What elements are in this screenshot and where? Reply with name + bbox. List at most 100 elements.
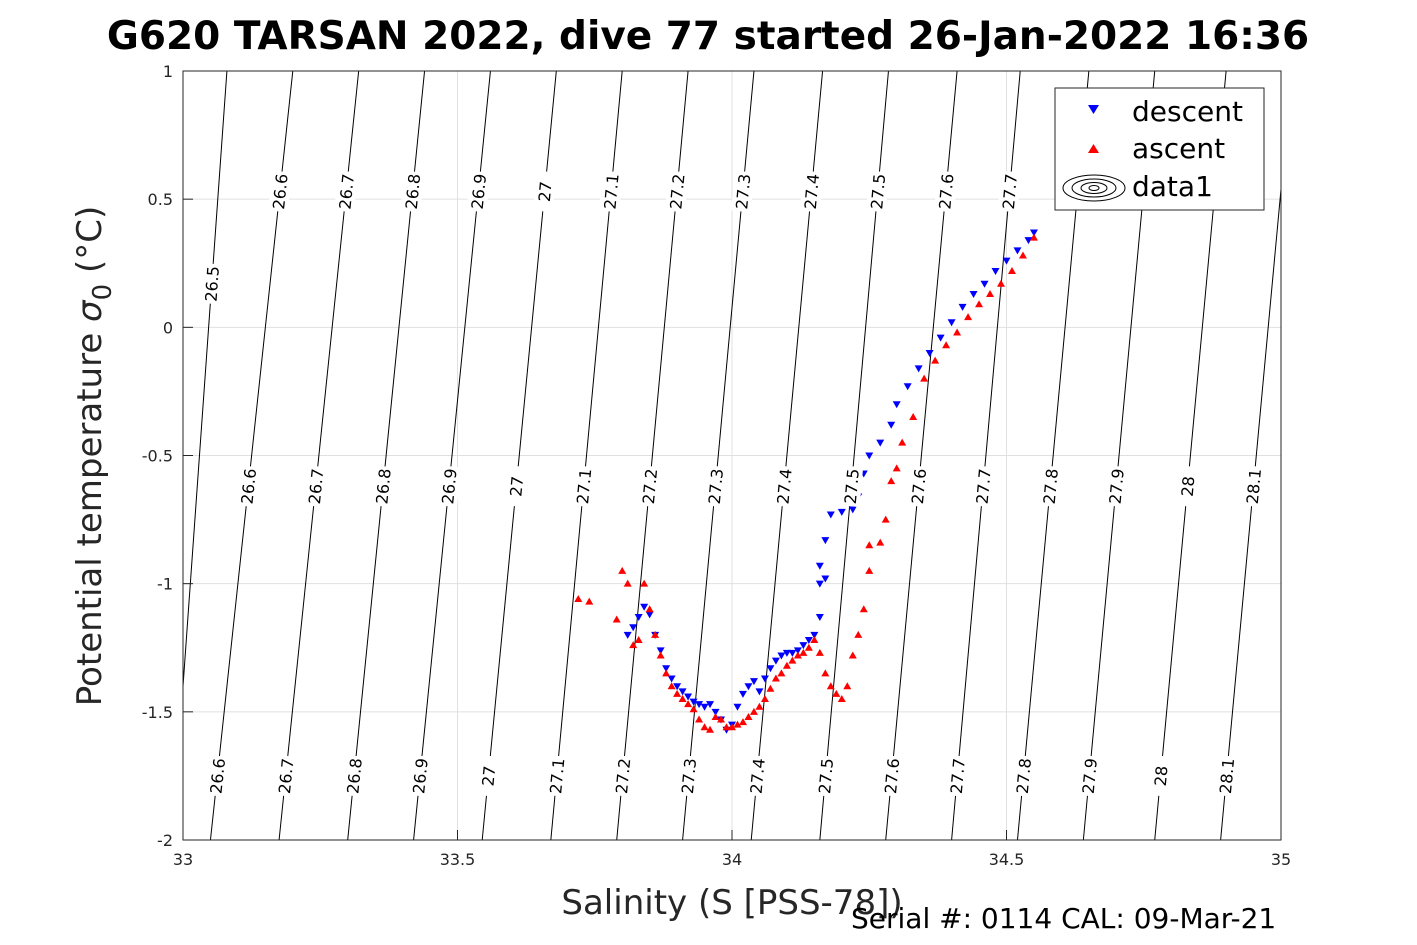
- ascent-point: [722, 723, 731, 731]
- ascent-point: [667, 682, 676, 690]
- descent-point: [837, 508, 846, 516]
- contour-label: 27.3: [732, 173, 754, 210]
- descent-point: [821, 575, 830, 583]
- contour-label-background: [236, 465, 261, 508]
- descent-point: [1029, 229, 1038, 237]
- ascent-series: [574, 233, 1038, 733]
- ascent-point: [876, 538, 885, 546]
- contour-label-background: [205, 754, 230, 797]
- ascent-point: [782, 661, 791, 669]
- ascent-point: [755, 702, 764, 710]
- ascent-point: [728, 723, 736, 731]
- descent-point: [629, 624, 638, 632]
- x-tick-label: 34: [722, 850, 742, 869]
- contour-label-background: [436, 465, 461, 508]
- contour-label: 27.6: [908, 468, 930, 505]
- ascent-point: [848, 651, 857, 659]
- contour-label-background: [906, 465, 931, 508]
- descent-point: [804, 637, 813, 645]
- legend-ascent-label: ascent: [1132, 132, 1225, 165]
- descent-point: [777, 652, 786, 660]
- y-tick-label: 1: [163, 62, 173, 81]
- ascent-point: [618, 566, 627, 574]
- ascent-point: [645, 605, 654, 613]
- x-tick-label: 34.5: [989, 850, 1025, 869]
- contour-label: 26.9: [468, 173, 490, 210]
- contour-label: 27.1: [573, 468, 595, 505]
- density-contour-line: [1220, 183, 1281, 840]
- contour-label: 27.4: [801, 173, 823, 210]
- contour-label-background: [273, 754, 298, 797]
- descent-point: [969, 291, 978, 299]
- descent-point: [991, 267, 1000, 275]
- descent-point: [810, 631, 819, 639]
- descent-point: [755, 688, 764, 696]
- contour-label: 27.6: [935, 173, 957, 210]
- contour-label-background: [303, 465, 328, 508]
- legend-descent-label: descent: [1132, 95, 1243, 128]
- ascent-point: [804, 643, 813, 651]
- ascent-point: [760, 695, 769, 703]
- contour-label: 27.4: [773, 468, 795, 505]
- contour-label-background: [342, 755, 367, 797]
- contour-label: 27.6: [881, 757, 903, 794]
- ascent-point: [865, 566, 874, 574]
- contour-label-background: [334, 170, 359, 213]
- descent-point: [815, 562, 824, 570]
- ascent-point: [738, 718, 747, 726]
- ascent-point: [711, 712, 720, 720]
- descent-point: [645, 611, 654, 619]
- descent-series: [623, 229, 1038, 734]
- ascent-point: [843, 682, 852, 690]
- contour-label: 27.1: [546, 757, 568, 794]
- x-tick-label: 35: [1271, 850, 1291, 869]
- contour-label: 28: [1151, 765, 1172, 787]
- contour-label: 27.5: [815, 757, 837, 794]
- descent-point: [656, 647, 665, 655]
- descent-point: [887, 421, 896, 429]
- contour-label-background: [571, 465, 596, 508]
- ascent-point: [837, 695, 846, 703]
- contour-label: 27.3: [678, 757, 700, 794]
- descent-point: [684, 693, 693, 701]
- ascent-point: [689, 705, 698, 713]
- legend-data1-label: data1: [1132, 170, 1213, 203]
- contour-label-background: [971, 465, 995, 508]
- contour-label-background: [544, 755, 569, 797]
- contour-label: 27.7: [947, 757, 969, 794]
- contour-label-background: [772, 465, 796, 508]
- ascent-point: [892, 464, 901, 472]
- descent-point: [634, 613, 643, 621]
- ascent-point: [656, 651, 665, 659]
- descent-point: [903, 383, 912, 391]
- legend: descent ascent data1: [1054, 87, 1265, 211]
- contour-label: 27.9: [1106, 468, 1128, 505]
- density-contour-line: [183, 71, 228, 694]
- contour-label-background: [799, 170, 824, 213]
- descent-point: [788, 649, 797, 657]
- descent-point: [914, 365, 923, 373]
- contour-label-background: [637, 465, 662, 508]
- ascent-point: [777, 669, 786, 677]
- contour-label-background: [408, 755, 432, 797]
- descent-point: [892, 401, 901, 409]
- contour-label-background: [504, 465, 529, 508]
- ascent-point: [942, 341, 951, 349]
- ascent-point: [953, 328, 962, 336]
- ascent-point: [898, 438, 907, 446]
- contour-label-background: [934, 170, 958, 213]
- ascent-point: [634, 636, 643, 644]
- contour-label: 27.9: [1079, 757, 1101, 794]
- contour-label: 27.8: [1040, 468, 1062, 505]
- descent-point: [771, 657, 780, 665]
- ascent-point: [986, 290, 995, 298]
- descent-point: [1024, 237, 1033, 245]
- contour-label-background: [267, 170, 292, 213]
- y-tick-label: 0: [163, 318, 173, 337]
- contour-label: 26.8: [402, 173, 424, 210]
- descent-point: [793, 647, 802, 655]
- contour-label-background: [676, 755, 701, 797]
- contour-label: 27.2: [666, 173, 688, 210]
- contour-label-background: [1011, 755, 1036, 797]
